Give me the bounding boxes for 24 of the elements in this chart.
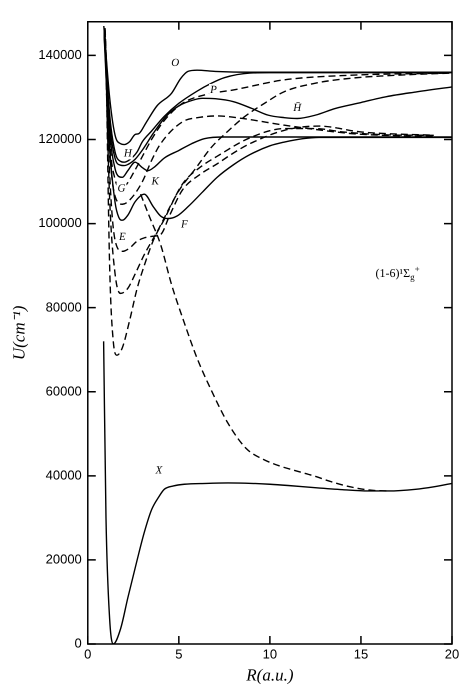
annotation: G [117, 182, 126, 195]
annotation: H̄ [292, 102, 302, 114]
x-tick-label: 10 [262, 646, 278, 662]
annotation: F [180, 218, 188, 230]
x-tick-label: 20 [444, 646, 460, 662]
x-axis-title: R(a.u.) [245, 665, 294, 684]
y-tick-label: 40000 [46, 467, 82, 482]
annotation: K [150, 175, 160, 188]
annotation: E [118, 230, 126, 243]
y-tick-label: 20000 [46, 551, 82, 566]
x-tick-label: 15 [354, 646, 368, 662]
y-tick-label: 100000 [38, 215, 82, 230]
annotation: P [209, 84, 218, 96]
x-tick-label: 5 [175, 646, 182, 662]
annotation: X [154, 464, 164, 477]
x-tick-label: 0 [84, 646, 92, 662]
y-tick-label: 80000 [46, 299, 82, 314]
y-tick-label: 140000 [38, 47, 82, 62]
y-tick-label: 120000 [38, 131, 82, 146]
y-tick-label: 60000 [46, 383, 82, 398]
y-tick-label: 0 [74, 636, 82, 651]
annotation: O [171, 56, 180, 69]
annotation: H [122, 147, 133, 160]
y-axis-title: U(cm⁻¹) [10, 305, 29, 360]
